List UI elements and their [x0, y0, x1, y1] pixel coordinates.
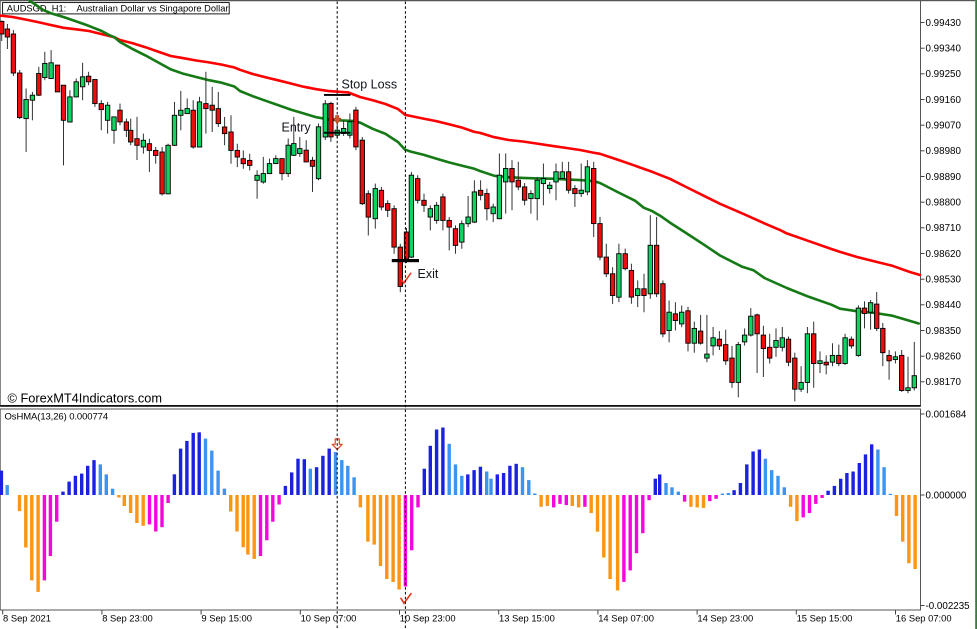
svg-text:10 Sep 07:00: 10 Sep 07:00 [301, 613, 357, 624]
svg-text:8 Sep 2021: 8 Sep 2021 [3, 613, 51, 624]
svg-text:0.98530: 0.98530 [926, 275, 962, 286]
svg-text:OsHMA(13,26) 0.000774: OsHMA(13,26) 0.000774 [5, 411, 109, 422]
svg-text:0.98350: 0.98350 [926, 326, 962, 337]
svg-text:0.98260: 0.98260 [926, 352, 962, 363]
svg-text:16 Sep 07:00: 16 Sep 07:00 [896, 613, 952, 624]
svg-text:0.98800: 0.98800 [926, 198, 962, 209]
svg-text:Exit: Exit [418, 267, 439, 281]
svg-text:AUDSGD, H1: Australian Doll: AUDSGD, H1: Australian Dollar vs Singapo… [7, 3, 229, 13]
svg-text:Entry: Entry [282, 121, 312, 135]
svg-text:0.000000: 0.000000 [926, 490, 967, 501]
svg-text:0.99430: 0.99430 [926, 18, 962, 29]
svg-text:0.98710: 0.98710 [926, 223, 962, 234]
svg-text:0.99070: 0.99070 [926, 121, 962, 132]
svg-text:© ForexMT4Indicators.com: © ForexMT4Indicators.com [8, 390, 163, 405]
svg-text:8 Sep 23:00: 8 Sep 23:00 [102, 613, 153, 624]
svg-text:Stop Loss: Stop Loss [342, 78, 398, 92]
svg-text:0.99250: 0.99250 [926, 69, 962, 80]
svg-text:9 Sep 15:00: 9 Sep 15:00 [201, 613, 252, 624]
svg-text:0.98170: 0.98170 [926, 377, 962, 388]
svg-text:14 Sep 07:00: 14 Sep 07:00 [598, 613, 654, 624]
svg-text:0.99160: 0.99160 [926, 95, 962, 106]
svg-text:-0.002235: -0.002235 [926, 601, 971, 612]
svg-text:0.99340: 0.99340 [926, 44, 962, 55]
svg-text:0.98620: 0.98620 [926, 249, 962, 260]
svg-text:0.98890: 0.98890 [926, 172, 962, 183]
svg-text:13 Sep 15:00: 13 Sep 15:00 [499, 613, 555, 624]
svg-text:14 Sep 23:00: 14 Sep 23:00 [697, 613, 753, 624]
svg-text:15 Sep 15:00: 15 Sep 15:00 [797, 613, 853, 624]
svg-text:10 Sep 23:00: 10 Sep 23:00 [400, 613, 456, 624]
svg-text:0.98980: 0.98980 [926, 146, 962, 157]
svg-text:0.98440: 0.98440 [926, 300, 962, 311]
svg-text:0.001684: 0.001684 [926, 409, 967, 420]
